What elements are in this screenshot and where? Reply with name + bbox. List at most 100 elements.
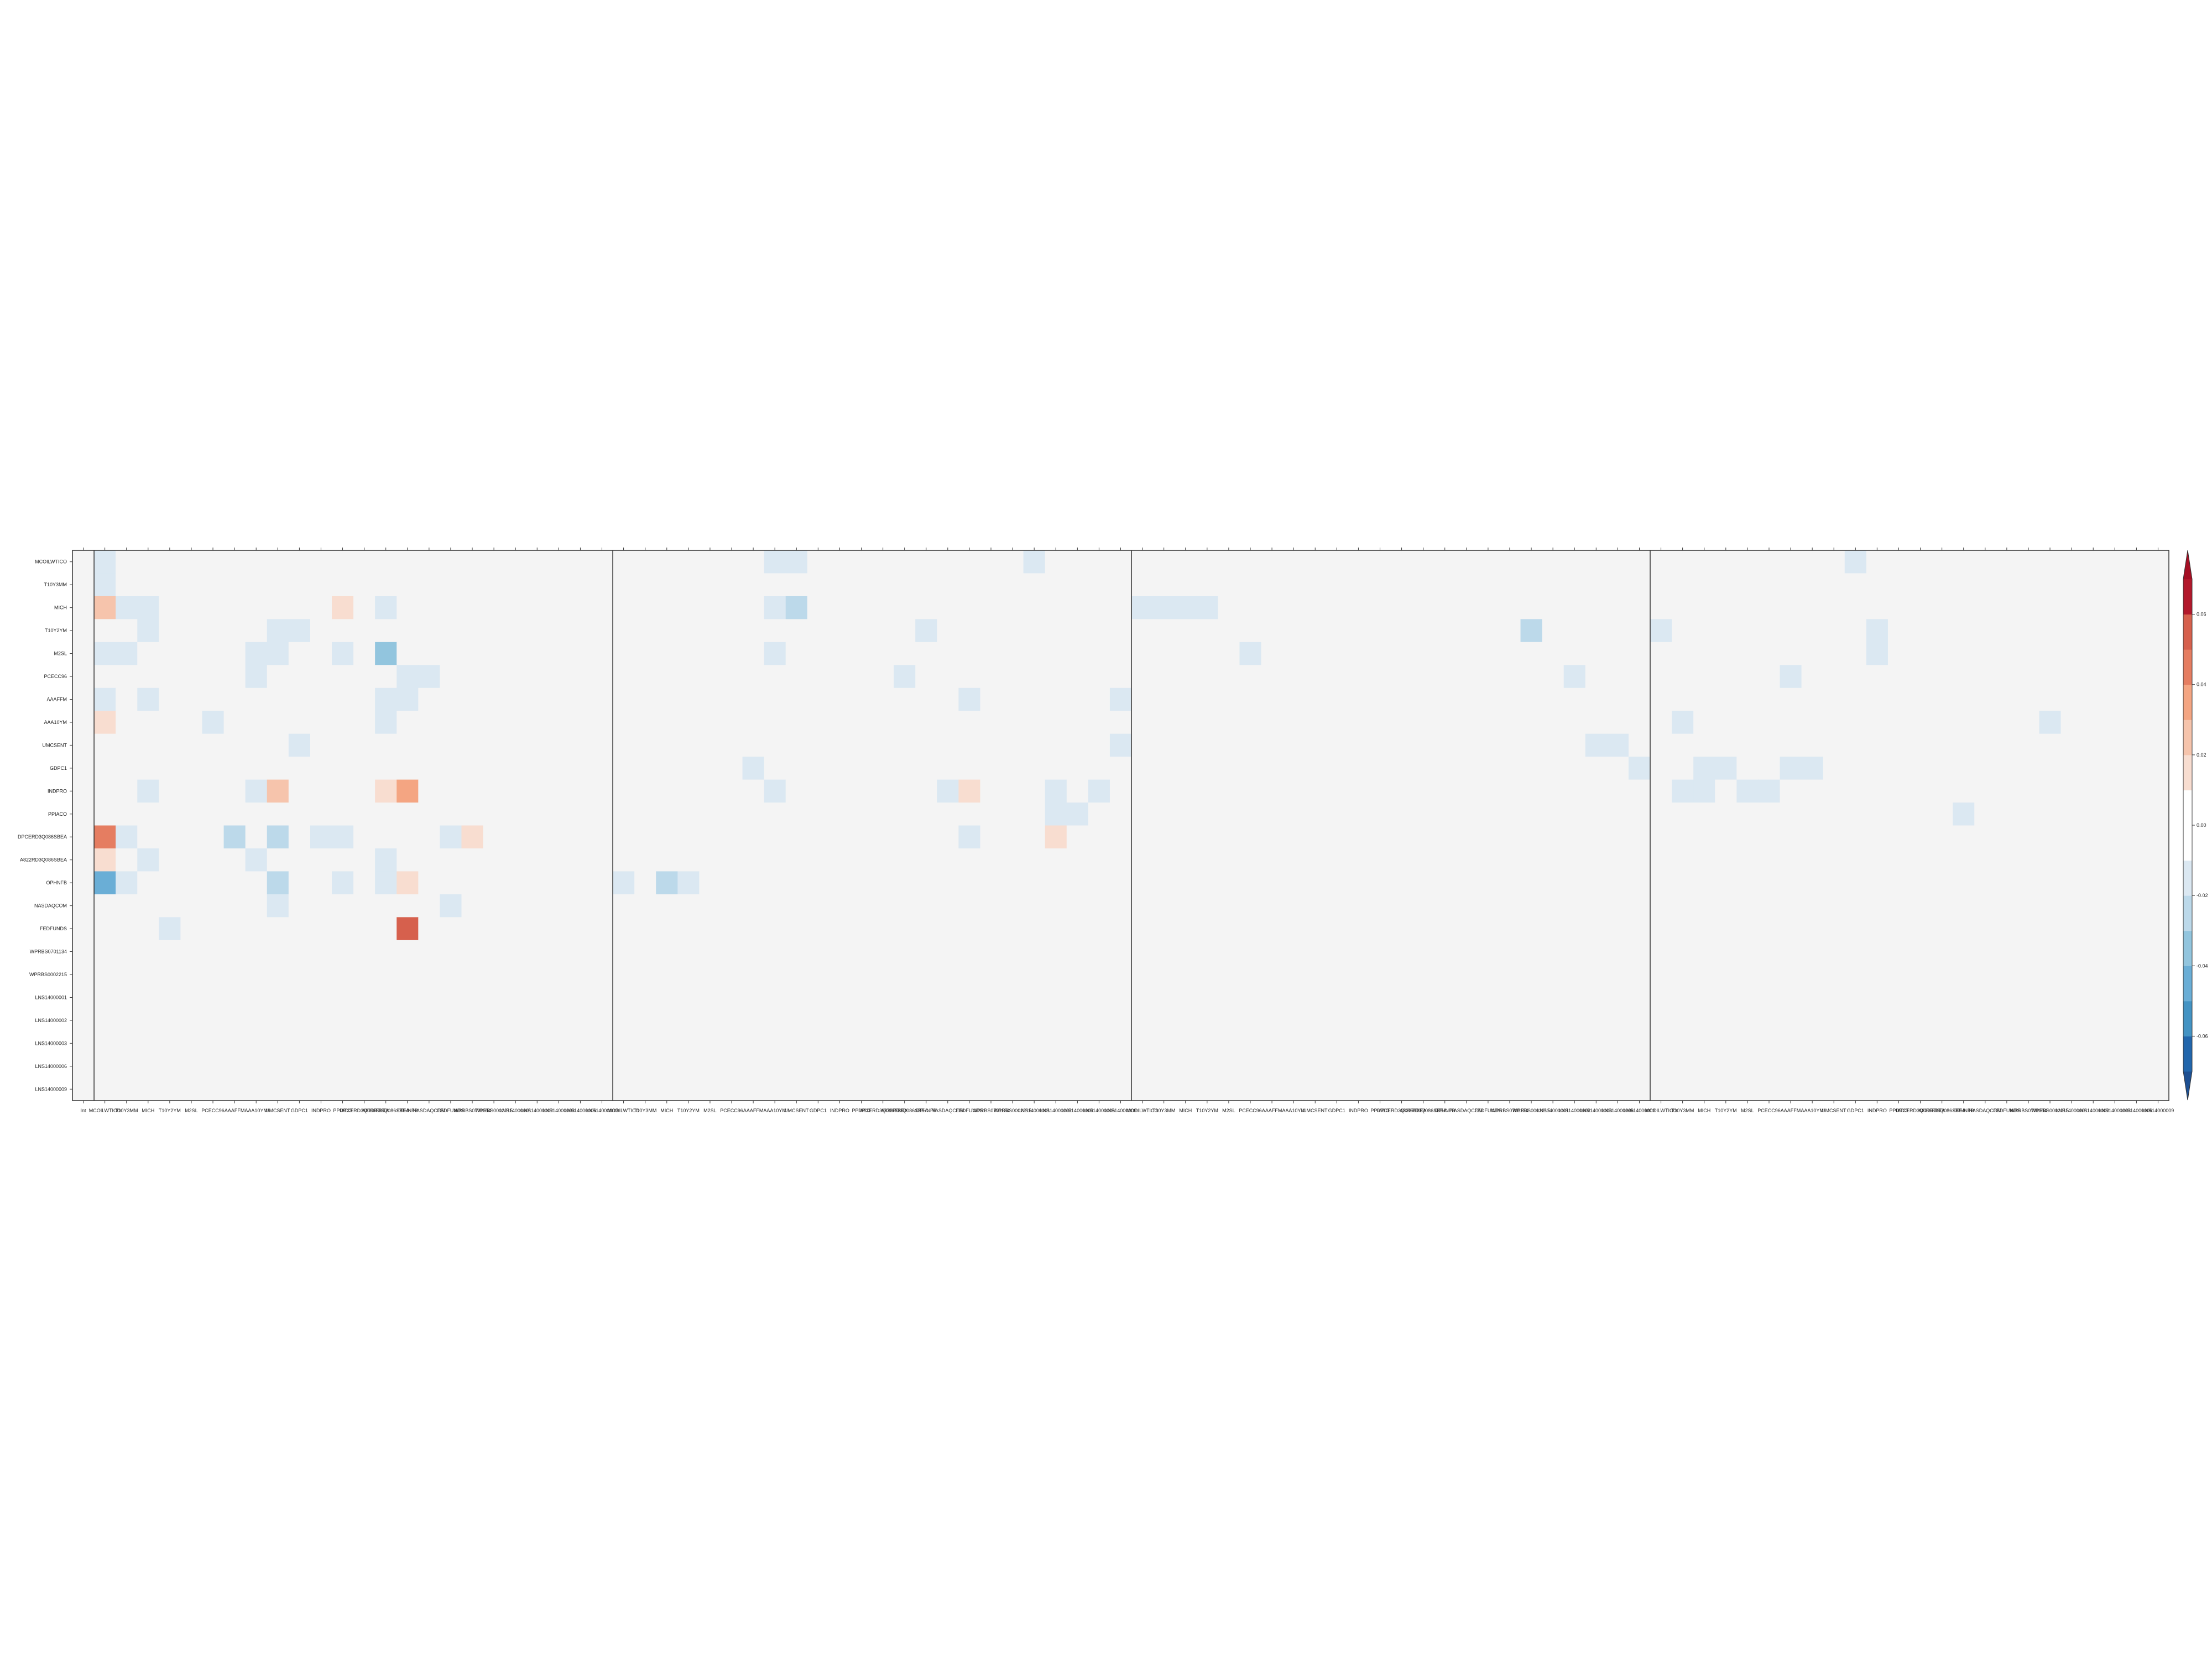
heatmap-cell [418, 642, 440, 665]
heatmap-cell [764, 733, 786, 757]
heatmap-cell [1844, 687, 1867, 711]
heatmap-cell [1045, 1055, 1067, 1079]
heatmap-cell [1434, 687, 1456, 711]
heatmap-cell [1628, 803, 1651, 826]
heatmap-cell [288, 917, 311, 941]
heatmap-cell [1261, 963, 1284, 987]
heatmap-cell [1823, 573, 1845, 597]
heatmap-cell [418, 779, 440, 803]
heatmap-cell [1131, 871, 1154, 895]
heatmap-cell [958, 963, 981, 987]
heatmap-cell [1023, 550, 1046, 574]
heatmap-cell [699, 573, 722, 597]
heatmap-cell [1412, 642, 1434, 665]
heatmap-cell [137, 596, 159, 619]
heatmap-cell [526, 619, 549, 643]
heatmap-cell [1023, 848, 1046, 872]
heatmap-cell [1218, 619, 1240, 643]
heatmap-cell [331, 848, 354, 872]
heatmap-cell [872, 1055, 894, 1079]
heatmap-cell [1887, 871, 1910, 895]
heatmap-cell [1606, 687, 1629, 711]
heatmap-cell [915, 711, 937, 734]
heatmap-cell [2082, 1031, 2105, 1055]
heatmap-cell [1780, 803, 1802, 826]
heatmap-cell [159, 803, 181, 826]
heatmap-cell [1887, 894, 1910, 918]
heatmap-cell [1801, 573, 1824, 597]
heatmap-cell [137, 894, 159, 918]
heatmap-cell [1391, 665, 1413, 689]
heatmap-cell [937, 596, 959, 619]
heatmap-cell [1196, 917, 1218, 941]
heatmap-cell [1672, 779, 1694, 803]
heatmap-cell [1455, 687, 1478, 711]
heatmap-cell [1563, 848, 1586, 872]
heatmap-cell [958, 803, 981, 826]
heatmap-cell [1520, 757, 1543, 780]
heatmap-cell [180, 779, 203, 803]
heatmap-cell [1153, 573, 1175, 597]
heatmap-cell [1499, 733, 1521, 757]
heatmap-cell [2147, 757, 2169, 780]
x-tick-label: MICH [142, 1108, 154, 1113]
heatmap-cell [764, 917, 786, 941]
heatmap-cell [1175, 986, 1197, 1009]
heatmap-cell [418, 1009, 440, 1033]
heatmap-cell [418, 963, 440, 987]
heatmap-cell [1520, 848, 1543, 872]
heatmap-cell [1974, 1009, 1996, 1033]
heatmap-cell [223, 757, 246, 780]
heatmap-cell [1996, 665, 2018, 689]
heatmap-cell [937, 825, 959, 849]
heatmap-cell [1347, 550, 1370, 574]
heatmap-cell [2082, 1077, 2105, 1101]
heatmap-cell [1023, 642, 1046, 665]
heatmap-cell [1153, 917, 1175, 941]
heatmap-cell [1391, 711, 1413, 734]
heatmap-cell [872, 665, 894, 689]
heatmap-cell [1866, 733, 1888, 757]
heatmap-cell [1088, 963, 1110, 987]
heatmap-cell [1023, 825, 1046, 849]
heatmap-cell [1412, 711, 1434, 734]
heatmap-cell [418, 550, 440, 574]
heatmap-cell [634, 1055, 656, 1079]
heatmap-cell [1239, 665, 1262, 689]
heatmap-cell [1045, 1031, 1067, 1055]
heatmap-cell [159, 825, 181, 849]
heatmap-cell [288, 665, 311, 689]
heatmap-cell [742, 986, 765, 1009]
heatmap-cell [267, 871, 289, 895]
heatmap-cell [353, 963, 375, 987]
heatmap-cell [1758, 733, 1781, 757]
heatmap-cell [1282, 687, 1305, 711]
heatmap-cell [461, 825, 484, 849]
heatmap-cell [526, 596, 549, 619]
heatmap-cell [483, 619, 505, 643]
heatmap-cell [828, 573, 851, 597]
heatmap-cell [1801, 1077, 1824, 1101]
heatmap-cell [1391, 757, 1413, 780]
heatmap-cell [1931, 848, 1953, 872]
heatmap-cell [1023, 619, 1046, 643]
heatmap-cell [1801, 963, 1824, 987]
heatmap-cell [1672, 1077, 1694, 1101]
heatmap-cell [1088, 733, 1110, 757]
x-tick-label: M2SL [185, 1108, 198, 1113]
heatmap-cell [1196, 550, 1218, 574]
heatmap-cell [1326, 963, 1348, 987]
heatmap-cell [1001, 550, 1024, 574]
heatmap-cell [1780, 711, 1802, 734]
heatmap-cell [958, 573, 981, 597]
heatmap-cell [1088, 825, 1110, 849]
heatmap-cell [159, 848, 181, 872]
heatmap-cell [504, 940, 527, 963]
heatmap-cell [1780, 757, 1802, 780]
heatmap-cell [1109, 619, 1132, 643]
heatmap-cell [483, 825, 505, 849]
heatmap-cell [958, 757, 981, 780]
heatmap-cell [1347, 573, 1370, 597]
heatmap-cell [1672, 665, 1694, 689]
heatmap-cell [1412, 1055, 1434, 1079]
